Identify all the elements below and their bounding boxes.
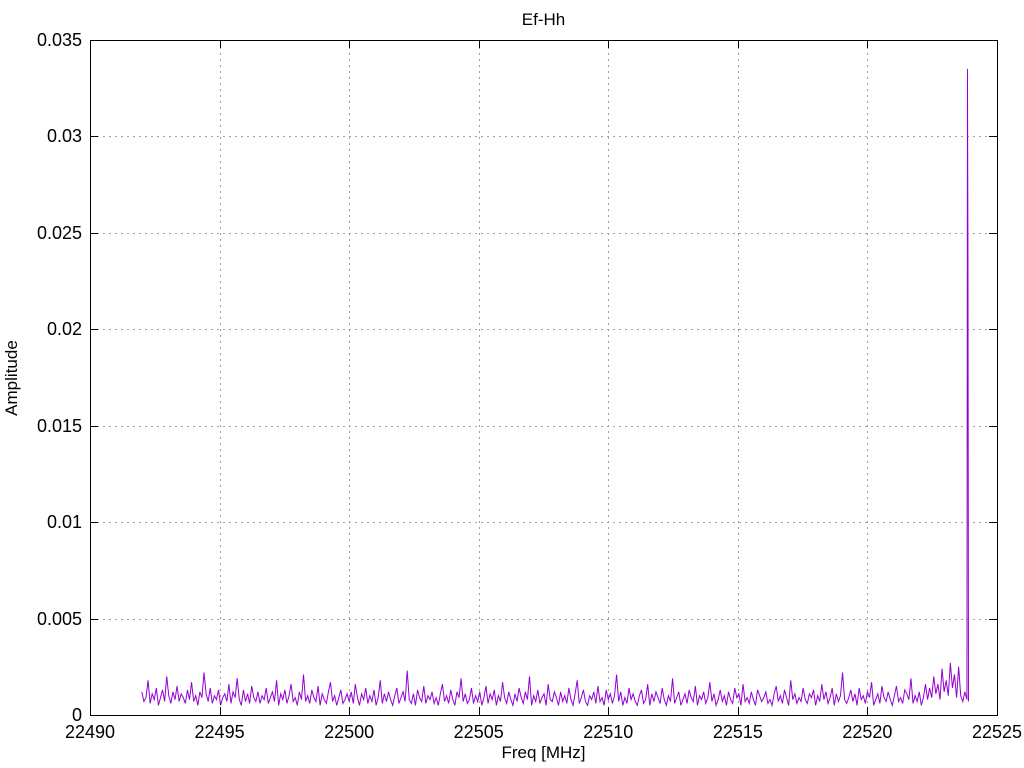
- y-tick-label: 0.025: [36, 222, 82, 243]
- y-tick-label: 0.01: [46, 512, 82, 533]
- x-tick-label: 22500: [324, 722, 375, 742]
- y-tick-label: 0.015: [36, 415, 82, 436]
- x-tick-label: 22510: [583, 722, 634, 742]
- x-tick-label: 22520: [842, 722, 893, 742]
- y-tick-label: 0: [71, 705, 82, 725]
- y-tick-label: 0.035: [36, 30, 82, 50]
- x-tick-label: 22495: [194, 722, 245, 742]
- series-line: [141, 68, 969, 708]
- y-tick-label: 0.02: [46, 319, 82, 340]
- x-tick-label: 22525: [971, 722, 1023, 742]
- x-tick-label: 22515: [712, 722, 763, 742]
- x-axis-label: Freq [MHz]: [501, 743, 586, 762]
- plot-border: [90, 40, 998, 716]
- chart-title: Ef-Hh: [521, 10, 566, 29]
- y-tick-label: 0.005: [36, 608, 82, 629]
- x-tick-label: 22505: [453, 722, 504, 742]
- x-tick-label: 22490: [64, 722, 116, 742]
- y-tick-label: 0.03: [46, 126, 82, 147]
